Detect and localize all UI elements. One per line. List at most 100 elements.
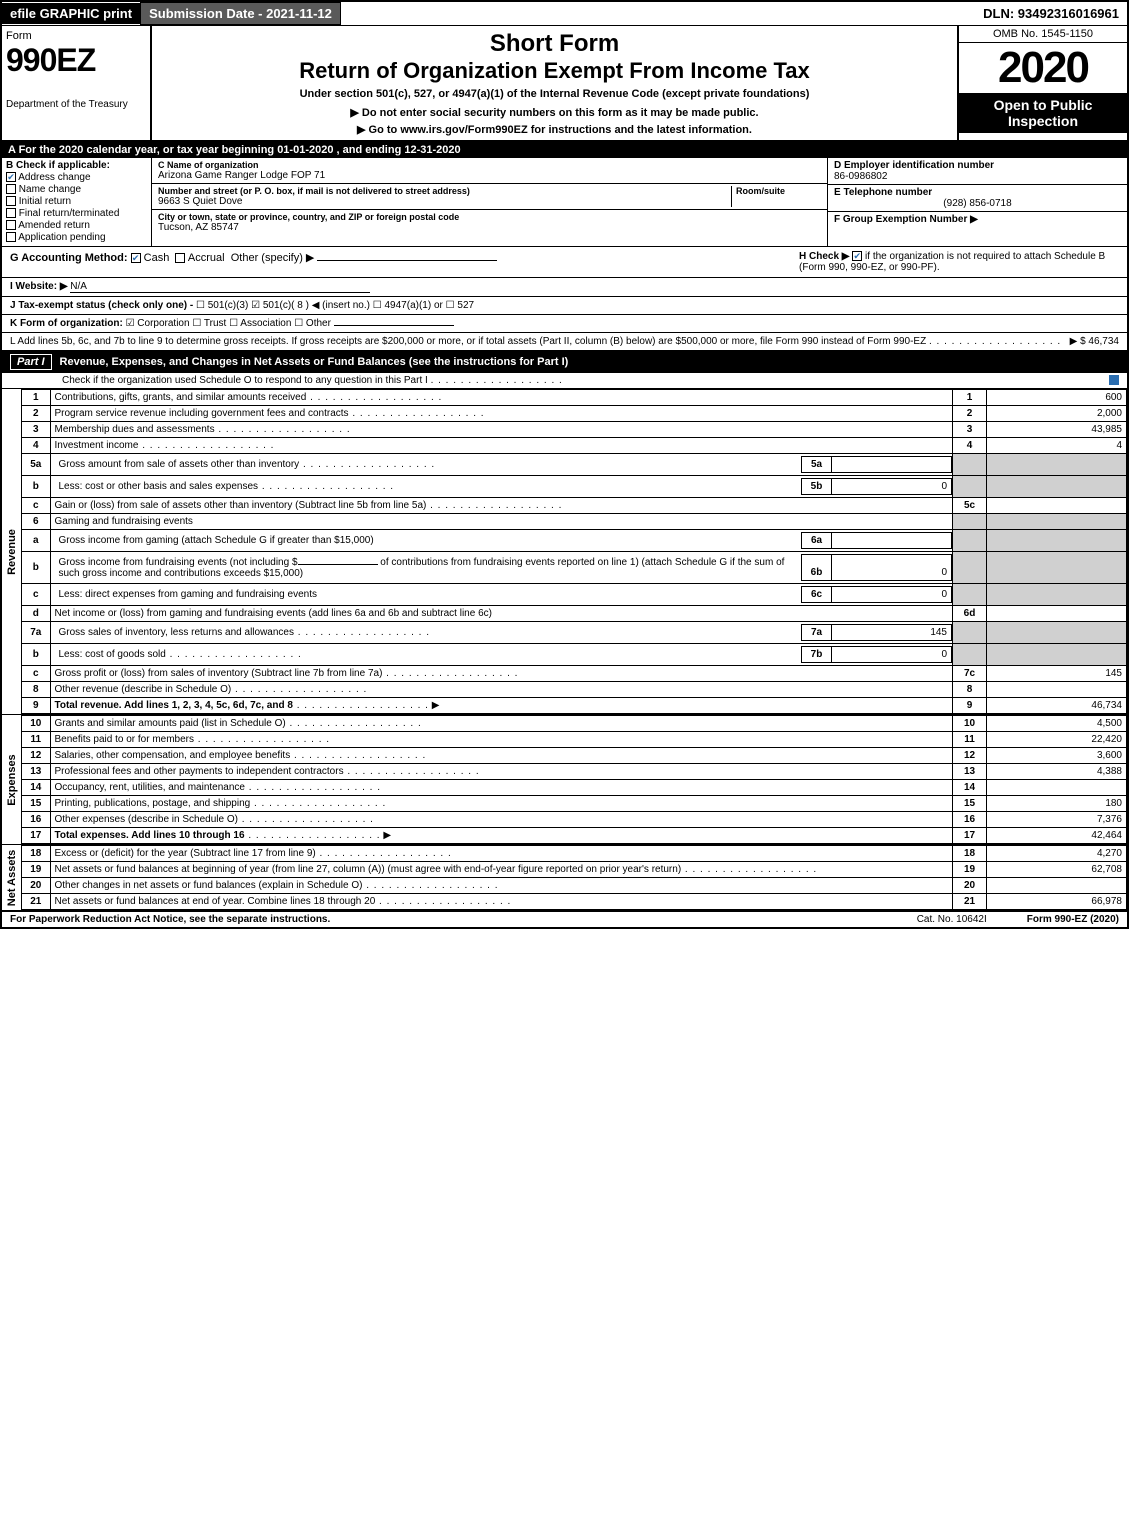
table-row: cGain or (loss) from sale of assets othe… [22, 498, 1127, 514]
revenue-section: Revenue 1Contributions, gifts, grants, a… [2, 389, 1127, 715]
table-row: cLess: direct expenses from gaming and f… [22, 584, 1127, 606]
expenses-table: 10Grants and similar amounts paid (list … [22, 715, 1127, 844]
table-row: 15Printing, publications, postage, and s… [22, 796, 1127, 812]
revenue-table: 1Contributions, gifts, grants, and simil… [22, 389, 1127, 714]
dln: DLN: 93492316016961 [975, 3, 1127, 24]
table-row: dNet income or (loss) from gaming and fu… [22, 606, 1127, 622]
line-g-h: G Accounting Method: Cash Accrual Other … [2, 247, 1127, 278]
part-1-sub: Check if the organization used Schedule … [2, 373, 1127, 389]
box-c: C Name of organization Arizona Game Rang… [152, 158, 827, 246]
part-1-heading: Revenue, Expenses, and Changes in Net As… [60, 356, 569, 368]
website-value: N/A [70, 281, 370, 293]
form-label: Form [6, 30, 146, 42]
top-bar: efile GRAPHIC print Submission Date - 20… [2, 2, 1127, 26]
identity-block: B Check if applicable: Address change Na… [2, 158, 1127, 247]
table-row: 5aGross amount from sale of assets other… [22, 454, 1127, 476]
side-expenses: Expenses [2, 715, 22, 844]
chk-schedule-b[interactable] [852, 251, 862, 261]
submission-date: Submission Date - 2021-11-12 [140, 2, 341, 25]
netassets-section: Net Assets 18Excess or (deficit) for the… [2, 845, 1127, 912]
table-row: aGross income from gaming (attach Schedu… [22, 530, 1127, 552]
line-i: I Website: ▶ N/A [2, 278, 1127, 297]
title-return: Return of Organization Exempt From Incom… [160, 58, 949, 84]
line-k-opts: ☑ Corporation ☐ Trust ☐ Association ☐ Ot… [126, 318, 331, 329]
side-revenue: Revenue [2, 389, 22, 714]
netassets-table: 18Excess or (deficit) for the year (Subt… [22, 845, 1127, 910]
chk-initial-return[interactable]: Initial return [6, 196, 147, 207]
box-b-title: B Check if applicable: [6, 160, 147, 171]
table-row: bGross income from fundraising events (n… [22, 552, 1127, 584]
chk-application-pending[interactable]: Application pending [6, 232, 147, 243]
table-row: 9Total revenue. Add lines 1, 2, 3, 4, 5c… [22, 698, 1127, 714]
part-1-header: Part I Revenue, Expenses, and Changes in… [2, 351, 1127, 373]
table-row: 21Net assets or fund balances at end of … [22, 894, 1127, 910]
line-j-opts: ☐ 501(c)(3) ☑ 501(c)( 8 ) ◀ (insert no.)… [196, 300, 474, 311]
table-row: cGross profit or (loss) from sales of in… [22, 666, 1127, 682]
chk-schedule-o[interactable] [1109, 375, 1119, 385]
table-row: 6Gaming and fundraising events [22, 514, 1127, 530]
table-row: 16Other expenses (describe in Schedule O… [22, 812, 1127, 828]
header-center: Short Form Return of Organization Exempt… [152, 26, 957, 140]
phone-value: (928) 856-0718 [834, 198, 1121, 209]
org-city: Tucson, AZ 85747 [158, 222, 821, 233]
table-row: 7aGross sales of inventory, less returns… [22, 622, 1127, 644]
table-row: 10Grants and similar amounts paid (list … [22, 716, 1127, 732]
city-label: City or town, state or province, country… [158, 212, 821, 222]
ssn-warning: ▶ Do not enter social security numbers o… [160, 106, 949, 119]
ein-label: D Employer identification number [834, 160, 1121, 171]
org-name: Arizona Game Ranger Lodge FOP 71 [158, 170, 821, 181]
group-exemption-label: F Group Exemption Number ▶ [834, 214, 1121, 225]
table-row: bLess: cost or other basis and sales exp… [22, 476, 1127, 498]
line-j: J Tax-exempt status (check only one) - ☐… [2, 297, 1127, 315]
other-specify-input[interactable] [317, 260, 497, 261]
form-990ez-page: efile GRAPHIC print Submission Date - 20… [0, 0, 1129, 929]
chk-final-return[interactable]: Final return/terminated [6, 208, 147, 219]
subtitle-under: Under section 501(c), 527, or 4947(a)(1)… [160, 88, 949, 100]
table-row: bLess: cost of goods sold7b0 [22, 644, 1127, 666]
part-1-tag: Part I [10, 354, 52, 370]
header-right: OMB No. 1545-1150 2020 Open to Public In… [957, 26, 1127, 140]
table-row: 17Total expenses. Add lines 10 through 1… [22, 828, 1127, 844]
table-row: 13Professional fees and other payments t… [22, 764, 1127, 780]
line-g-label: G Accounting Method: [10, 252, 128, 264]
table-row: 8Other revenue (describe in Schedule O)8 [22, 682, 1127, 698]
dept-treasury: Department of the Treasury [6, 99, 146, 110]
chk-address-change[interactable]: Address change [6, 172, 147, 183]
line-l: L Add lines 5b, 6c, and 7b to line 9 to … [2, 333, 1127, 351]
table-row: 4Investment income44 [22, 438, 1127, 454]
box-b: B Check if applicable: Address change Na… [2, 158, 152, 246]
table-row: 1Contributions, gifts, grants, and simil… [22, 390, 1127, 406]
phone-label: E Telephone number [834, 187, 1121, 198]
open-to-public: Open to Public Inspection [959, 93, 1127, 133]
table-row: 20Other changes in net assets or fund ba… [22, 878, 1127, 894]
side-netassets: Net Assets [2, 845, 22, 910]
org-address: 9663 S Quiet Dove [158, 196, 731, 207]
chk-name-change[interactable]: Name change [6, 184, 147, 195]
chk-accrual[interactable] [175, 253, 185, 263]
table-row: 3Membership dues and assessments343,985 [22, 422, 1127, 438]
footer-notice: For Paperwork Reduction Act Notice, see … [10, 914, 877, 925]
goto-link[interactable]: ▶ Go to www.irs.gov/Form990EZ for instru… [160, 123, 949, 136]
header-left: Form 990EZ Department of the Treasury [2, 26, 152, 140]
efile-print[interactable]: efile GRAPHIC print [2, 3, 140, 24]
line-k: K Form of organization: ☑ Corporation ☐ … [2, 315, 1127, 333]
chk-amended-return[interactable]: Amended return [6, 220, 147, 231]
omb-number: OMB No. 1545-1150 [959, 26, 1127, 43]
line-l-value: ▶ $ 46,734 [1070, 336, 1119, 347]
form-header: Form 990EZ Department of the Treasury Sh… [2, 26, 1127, 142]
table-row: 11Benefits paid to or for members1122,42… [22, 732, 1127, 748]
table-row: 18Excess or (deficit) for the year (Subt… [22, 846, 1127, 862]
table-row: 19Net assets or fund balances at beginni… [22, 862, 1127, 878]
addr-label: Number and street (or P. O. box, if mail… [158, 186, 731, 196]
tax-year: 2020 [959, 43, 1127, 93]
table-row: 2Program service revenue including gover… [22, 406, 1127, 422]
title-short-form: Short Form [160, 30, 949, 58]
room-label: Room/suite [736, 186, 821, 196]
chk-cash[interactable] [131, 253, 141, 263]
form-number: 990EZ [6, 42, 146, 79]
org-name-label: C Name of organization [158, 160, 821, 170]
section-a-taxyear: A For the 2020 calendar year, or tax yea… [2, 142, 1127, 158]
page-footer: For Paperwork Reduction Act Notice, see … [2, 912, 1127, 927]
box-def: D Employer identification number 86-0986… [827, 158, 1127, 246]
ein-value: 86-0986802 [834, 171, 1121, 182]
